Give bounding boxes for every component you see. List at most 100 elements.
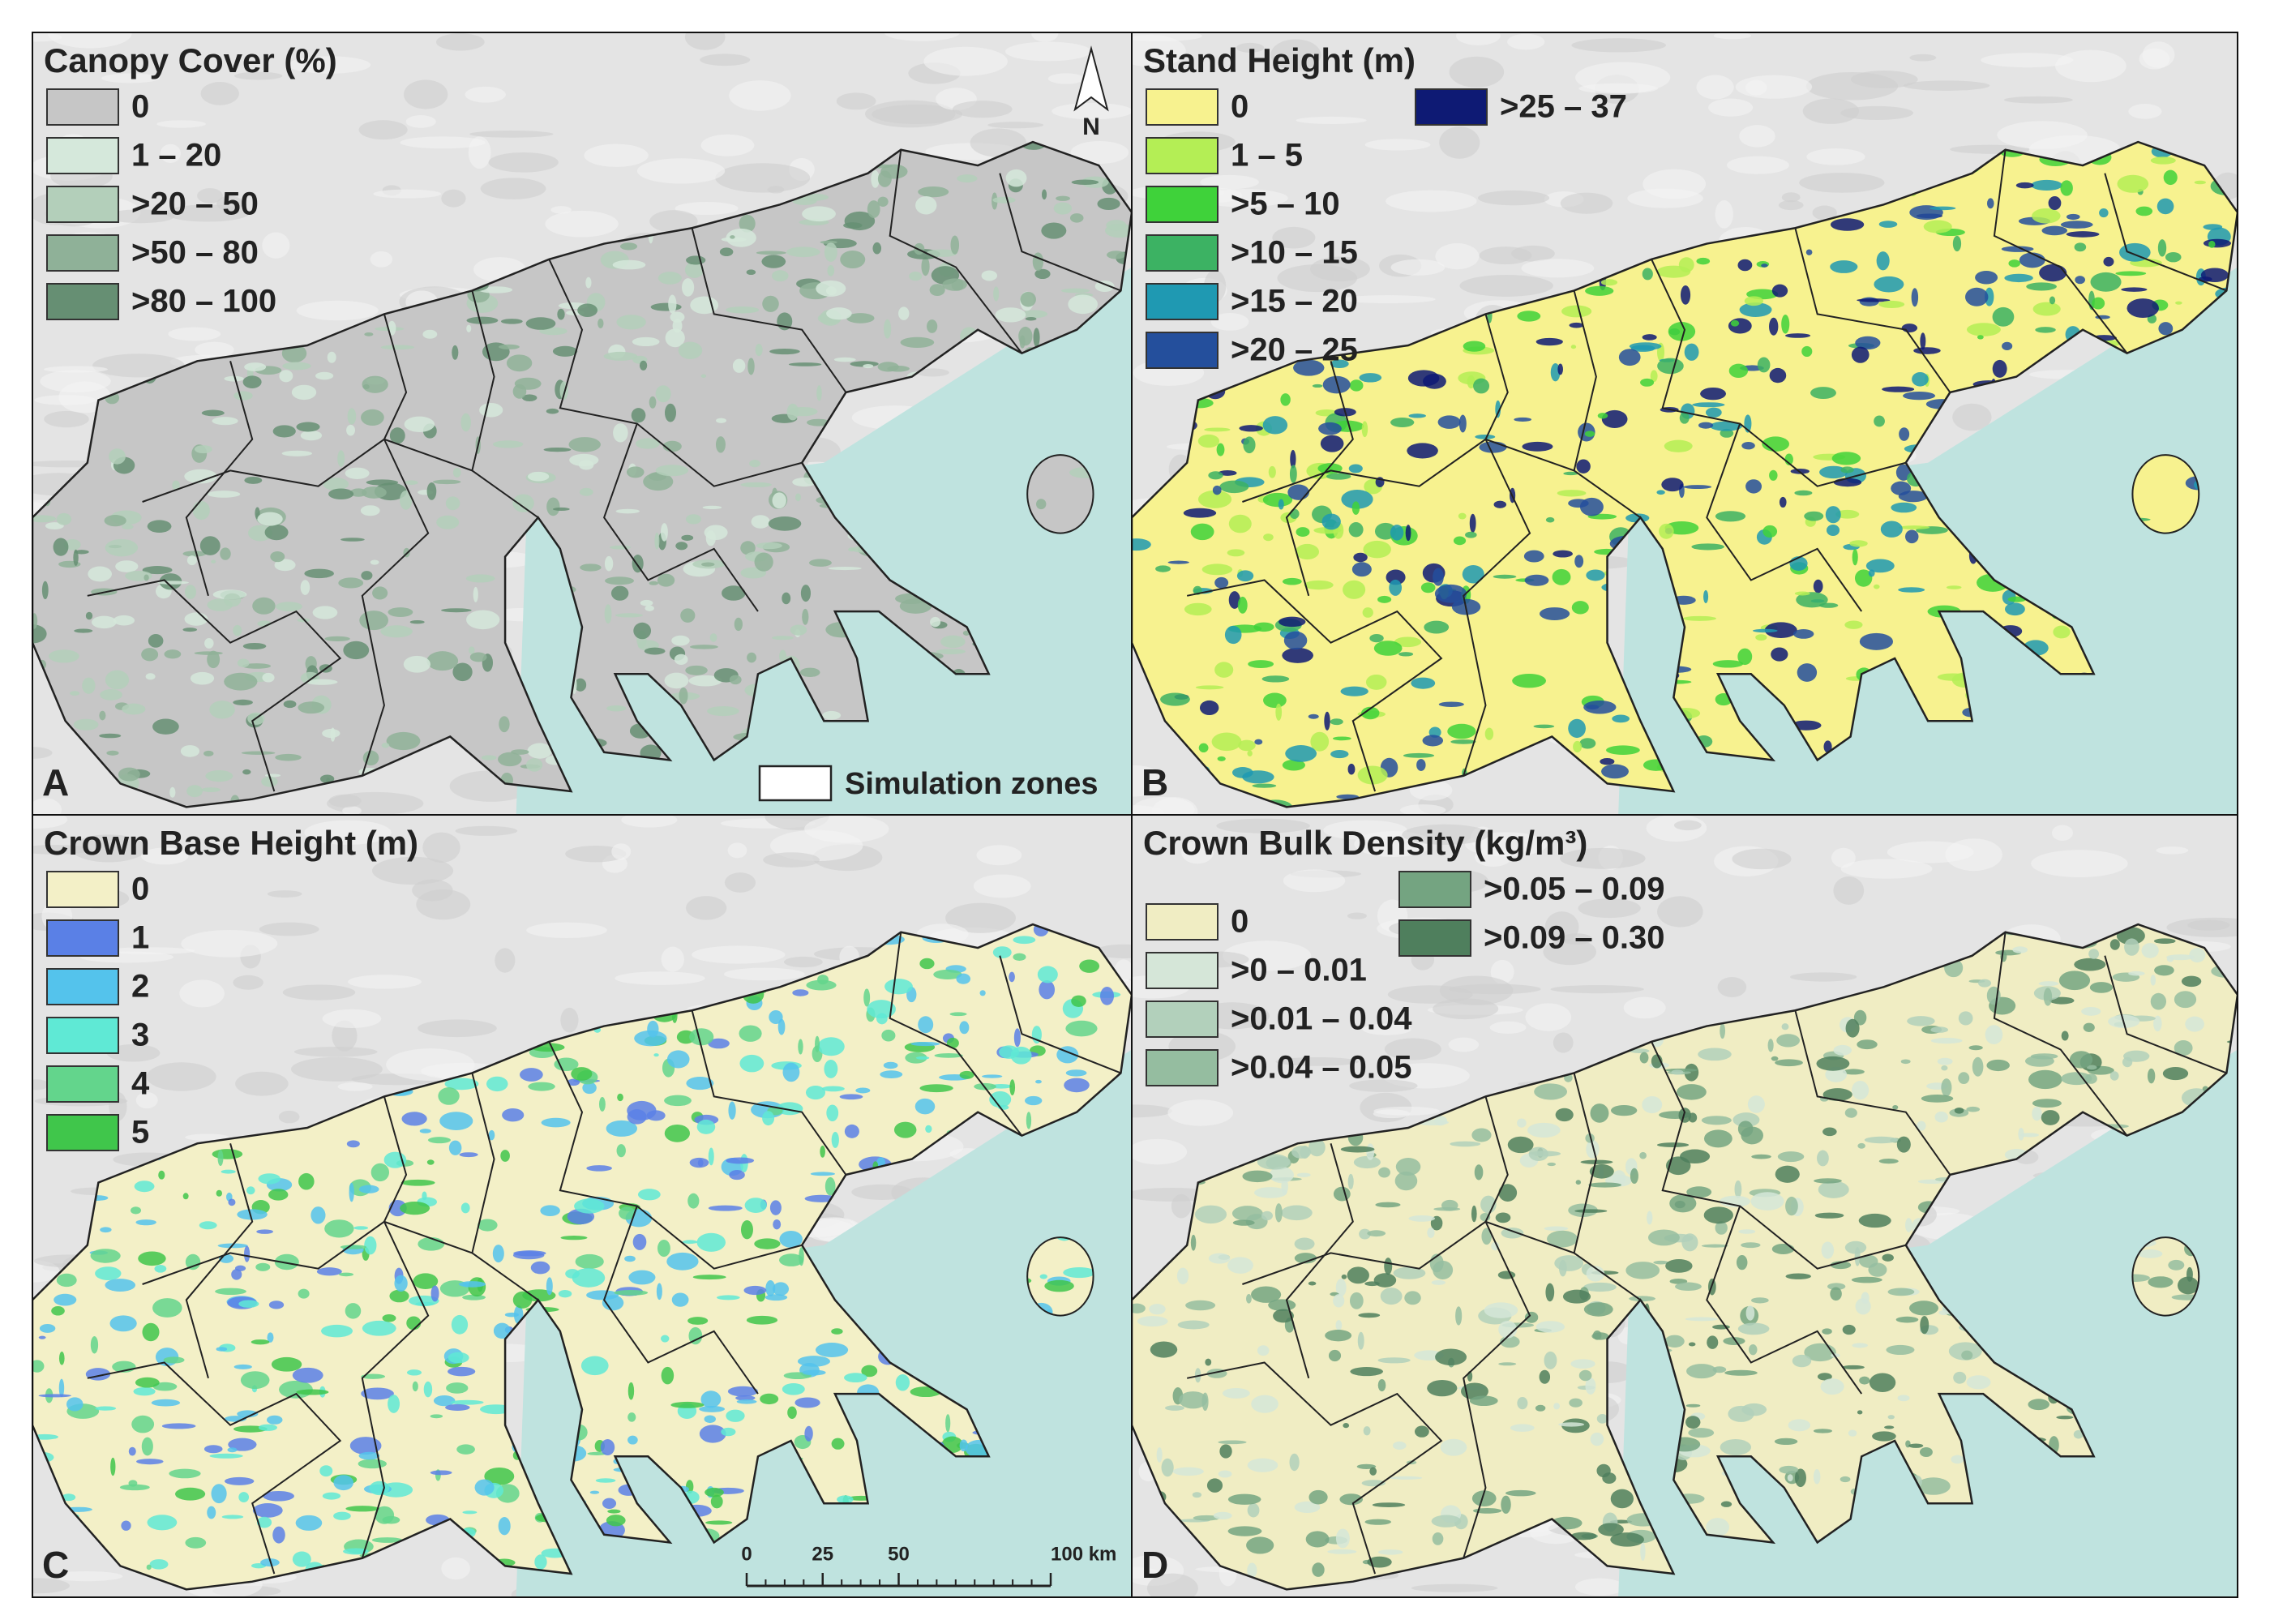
land-patch	[422, 1191, 427, 1201]
land-patch	[100, 1227, 112, 1233]
land-patch	[106, 750, 119, 756]
land-patch	[1197, 490, 1232, 508]
land-patch	[2007, 596, 2027, 602]
land-patch	[1287, 484, 1310, 500]
land-patch	[38, 1394, 71, 1398]
zone-border	[1187, 579, 1443, 792]
land-patch	[360, 505, 380, 516]
land-patch	[499, 344, 520, 349]
land-patch	[448, 1352, 469, 1364]
land-patch	[401, 1112, 427, 1126]
land-patch	[275, 753, 302, 761]
land-patch	[1597, 413, 1608, 419]
land-patch	[2039, 264, 2067, 282]
land-patch	[1859, 1376, 1870, 1385]
land-patch	[1665, 1156, 1691, 1176]
land-patch	[1359, 1228, 1371, 1240]
land-patch	[512, 1291, 533, 1309]
island-outline	[2131, 1236, 2200, 1317]
land-patch	[143, 574, 149, 581]
land-patch	[779, 1253, 804, 1266]
land-patch	[798, 1039, 803, 1055]
land-patch	[585, 276, 592, 289]
land-patch	[1785, 333, 1811, 338]
hillshade-relief	[1708, 98, 1754, 117]
land-patch	[1308, 1489, 1328, 1505]
land-patch	[138, 1251, 166, 1266]
land-patch	[512, 384, 527, 399]
hillshade-relief	[92, 354, 185, 378]
hillshade-relief	[1146, 1573, 1198, 1597]
land-patch	[492, 440, 524, 448]
hillshade-relief	[1132, 1104, 1172, 1118]
land-patch	[950, 235, 960, 255]
land-patch	[1517, 311, 1541, 322]
land-patch	[85, 611, 93, 620]
land-patch	[1680, 285, 1691, 305]
land-patch	[361, 1387, 394, 1400]
land-patch	[1527, 1122, 1561, 1138]
land-patch	[1416, 759, 1426, 771]
land-patch	[656, 1283, 662, 1300]
land-patch	[164, 649, 182, 659]
land-patch	[1930, 206, 1956, 211]
land-patch	[1779, 1465, 1799, 1474]
land-patch	[1330, 359, 1349, 369]
land-patch	[1826, 524, 1840, 537]
land-patch	[394, 1275, 408, 1292]
land-patch	[1372, 1502, 1406, 1508]
land-patch	[1010, 1046, 1032, 1065]
land-patch	[837, 1495, 854, 1504]
land-patch	[362, 1320, 396, 1336]
land-patch	[1013, 953, 1026, 962]
land-patch	[884, 979, 913, 995]
land-patch	[430, 1414, 443, 1419]
land-patch	[1026, 1112, 1032, 1129]
land-patch	[1247, 1562, 1257, 1579]
land-patch	[1720, 1022, 1726, 1039]
land-patch	[1827, 1283, 1846, 1291]
land-patch	[479, 402, 503, 418]
land-patch	[1351, 501, 1360, 515]
hillshade-relief	[1047, 73, 1085, 84]
land-patch	[1776, 1034, 1801, 1048]
land-patch	[867, 1000, 896, 1019]
land-patch	[792, 989, 809, 996]
land-patch	[1813, 1429, 1833, 1433]
land-patch	[552, 345, 578, 357]
land-patch	[1273, 1309, 1294, 1323]
land-patch	[169, 786, 176, 798]
land-patch	[1065, 1020, 1098, 1037]
land-patch	[2088, 949, 2100, 959]
zone-border	[889, 932, 1023, 1137]
land-patch	[478, 1219, 498, 1232]
panel-title: Canopy Cover (%)	[44, 41, 337, 79]
hillshade-relief	[1574, 1578, 1625, 1596]
land-patch	[688, 1326, 703, 1345]
land-patch	[149, 1559, 169, 1570]
land-patch	[825, 286, 837, 296]
land-patch	[1804, 511, 1824, 521]
hillshade-relief	[495, 948, 516, 973]
land-patch	[1985, 1025, 2003, 1045]
panel-title: Crown Base Height (m)	[44, 824, 418, 862]
land-patch	[1340, 686, 1368, 696]
hillshade-relief	[233, 975, 263, 990]
land-patch	[300, 580, 311, 595]
hillshade-relief	[836, 92, 876, 110]
land-patch	[1363, 540, 1391, 559]
land-patch	[628, 1270, 656, 1285]
land-patch	[295, 1515, 323, 1531]
land-patch	[2035, 327, 2056, 333]
land-patch	[1339, 1493, 1364, 1506]
land-patch	[1394, 1171, 1418, 1191]
land-patch	[1501, 1495, 1511, 1514]
hillshade-relief	[47, 32, 132, 49]
hillshade-relief	[32, 1079, 49, 1091]
land-patch	[895, 1374, 910, 1391]
land-patch	[298, 1288, 310, 1299]
land-patch	[1891, 502, 1917, 513]
land-patch	[448, 1140, 462, 1155]
land-patch	[575, 1253, 604, 1270]
land-patch	[1701, 1244, 1728, 1248]
